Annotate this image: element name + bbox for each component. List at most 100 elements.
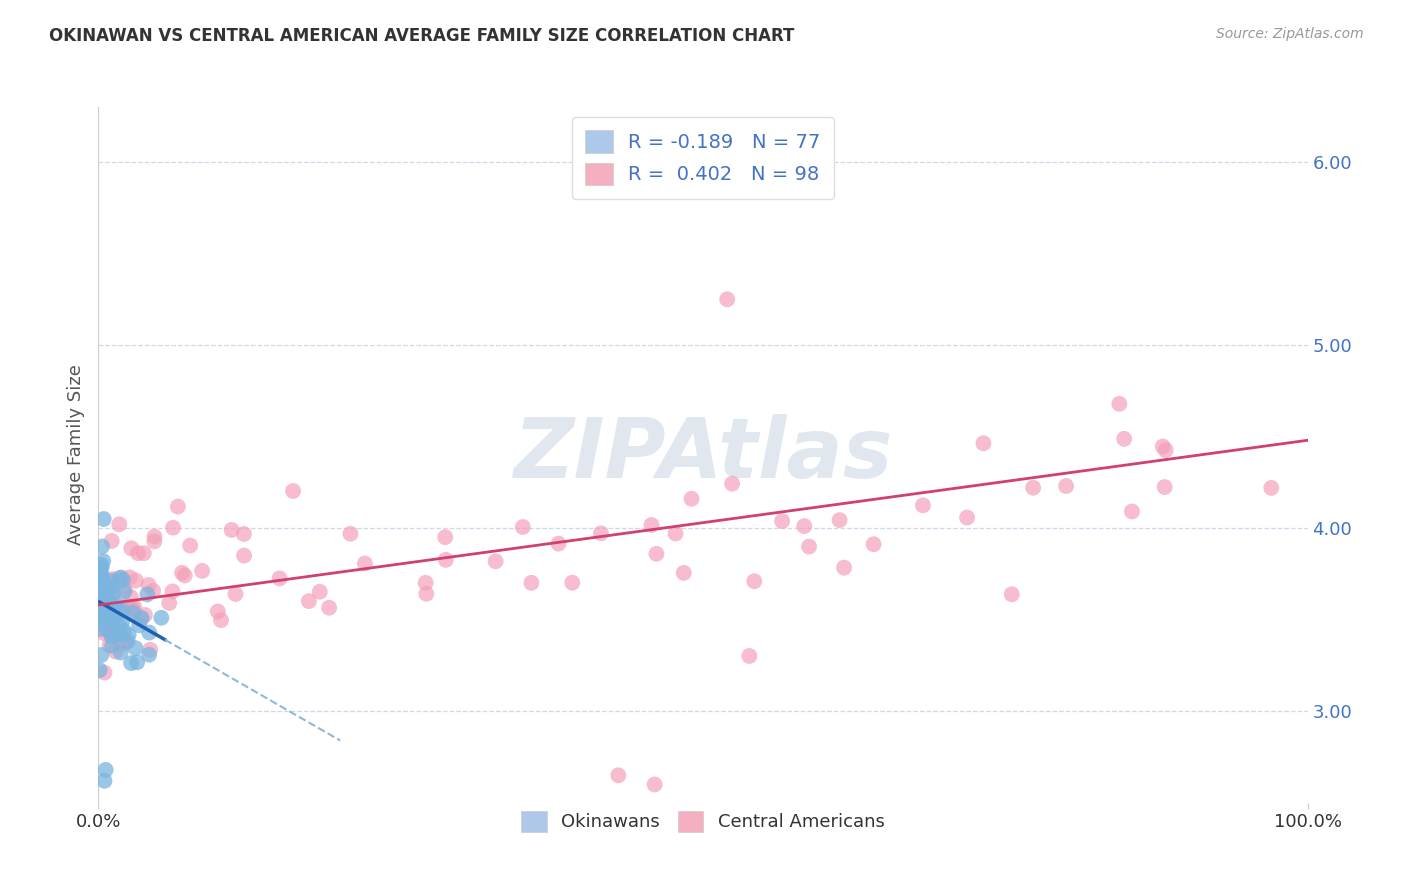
Point <box>93 623 115 637</box>
Point <box>89 563 111 577</box>
Point <box>589 526 612 541</box>
Point <box>862 537 884 551</box>
Point <box>93 626 115 640</box>
Point <box>90 587 112 601</box>
Point <box>664 526 686 541</box>
Point <box>485 554 508 568</box>
Point <box>110 637 132 651</box>
Point <box>117 599 139 613</box>
Point <box>157 596 180 610</box>
Point <box>298 594 321 608</box>
Point <box>173 568 195 582</box>
Point <box>94 586 117 600</box>
Point <box>162 521 184 535</box>
Point <box>561 575 583 590</box>
Point <box>207 605 229 619</box>
Point <box>105 597 128 611</box>
Point <box>93 665 115 680</box>
Point <box>672 566 695 580</box>
Point <box>269 571 291 585</box>
Point <box>90 569 112 583</box>
Point <box>91 607 114 621</box>
Point <box>89 592 111 607</box>
Point <box>93 605 115 619</box>
Point <box>100 581 122 595</box>
Point <box>118 570 141 584</box>
Point <box>547 536 569 550</box>
Point <box>956 510 979 524</box>
Point <box>134 607 156 622</box>
Point <box>96 608 118 623</box>
Point <box>105 627 128 641</box>
Point <box>96 576 118 591</box>
Point <box>97 608 120 623</box>
Point <box>112 624 135 638</box>
Point <box>93 586 115 600</box>
Point <box>89 565 111 579</box>
Point <box>136 587 159 601</box>
Point <box>179 539 201 553</box>
Point <box>91 554 114 568</box>
Point <box>93 512 115 526</box>
Point <box>97 607 120 622</box>
Point <box>111 573 134 587</box>
Point <box>93 583 115 598</box>
Point <box>742 574 765 589</box>
Point <box>167 500 190 514</box>
Point <box>105 603 128 617</box>
Point <box>100 533 122 548</box>
Point <box>607 768 630 782</box>
Point <box>224 587 246 601</box>
Point <box>1154 443 1177 458</box>
Point <box>512 520 534 534</box>
Point <box>94 763 117 777</box>
Point <box>100 574 122 588</box>
Point <box>101 572 124 586</box>
Point <box>221 523 243 537</box>
Legend: Okinawans, Central Americans: Okinawans, Central Americans <box>510 800 896 842</box>
Point <box>96 613 118 627</box>
Point <box>117 634 139 648</box>
Point <box>94 598 117 612</box>
Point <box>90 576 112 591</box>
Point <box>318 600 340 615</box>
Point <box>1152 440 1174 454</box>
Point <box>124 600 146 615</box>
Point <box>128 618 150 632</box>
Text: ZIPAtlas: ZIPAtlas <box>513 415 893 495</box>
Point <box>111 570 134 584</box>
Point <box>91 540 114 554</box>
Point <box>122 606 145 620</box>
Point <box>127 656 149 670</box>
Point <box>97 582 120 596</box>
Point <box>120 591 142 605</box>
Point <box>91 589 114 603</box>
Point <box>308 584 330 599</box>
Point <box>89 559 111 574</box>
Point <box>93 574 115 588</box>
Point <box>170 566 193 580</box>
Point <box>104 644 127 658</box>
Point <box>828 513 851 527</box>
Point <box>98 595 121 609</box>
Point <box>434 553 457 567</box>
Point <box>120 541 142 556</box>
Point <box>232 527 254 541</box>
Text: OKINAWAN VS CENTRAL AMERICAN AVERAGE FAMILY SIZE CORRELATION CHART: OKINAWAN VS CENTRAL AMERICAN AVERAGE FAM… <box>49 27 794 45</box>
Point <box>89 622 111 636</box>
Point <box>972 436 994 450</box>
Point <box>103 624 125 639</box>
Point <box>98 624 121 639</box>
Point <box>1108 397 1130 411</box>
Point <box>129 611 152 625</box>
Point <box>90 600 112 615</box>
Point <box>125 574 148 588</box>
Point <box>108 619 131 633</box>
Point <box>681 491 703 506</box>
Point <box>132 546 155 560</box>
Point <box>640 518 662 533</box>
Point <box>96 601 118 615</box>
Y-axis label: Average Family Size: Average Family Size <box>66 365 84 545</box>
Point <box>90 616 112 631</box>
Point <box>91 604 114 618</box>
